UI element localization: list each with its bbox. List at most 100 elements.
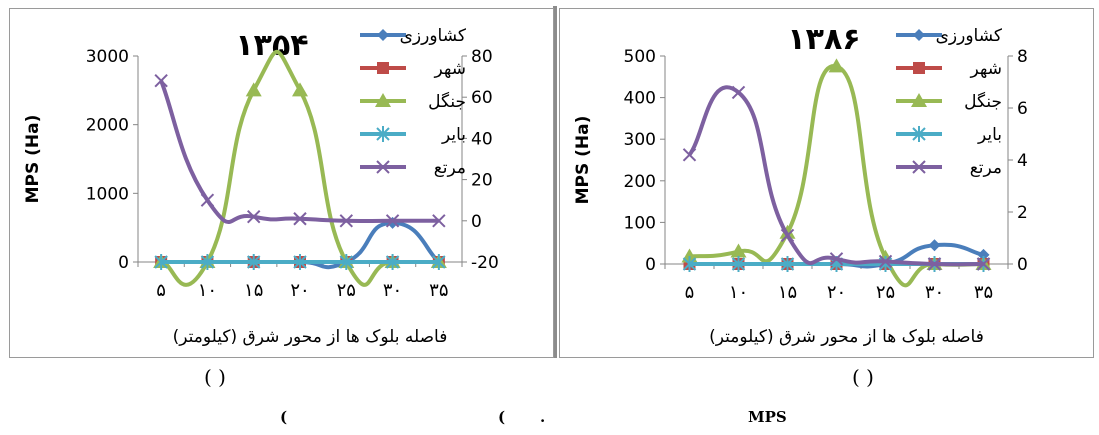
legend-swatch-marker xyxy=(376,126,390,142)
caption-mps: MPS xyxy=(748,408,787,426)
data-point-series-3 xyxy=(293,254,307,270)
data-point-series-4 xyxy=(780,228,795,243)
y-tick-label-left: 100 xyxy=(624,213,656,233)
y-tick-label-right: 6 xyxy=(1017,99,1028,119)
chart-1386: 0 100 200 300 400 500 0 2 4 6 8 ۵ ۱۰ ۱۵ ۲۰ ۲۵ ۳۰ ۳۵ MPS (H… xyxy=(573,22,1028,347)
data-point-series-4 xyxy=(293,212,307,226)
x-tick-label: ۲۵ xyxy=(337,280,356,301)
data-point-series-4-stroke xyxy=(385,214,400,228)
x-tick-label: ۲۰ xyxy=(290,280,309,301)
data-point-series-4 xyxy=(154,74,168,88)
panel-divider xyxy=(553,6,557,358)
data-point-series-4 xyxy=(976,257,991,271)
y-tick-label-left: 3000 xyxy=(86,47,129,67)
data-point-series-4-stroke xyxy=(731,85,746,100)
data-point-series-4 xyxy=(432,214,446,228)
legend-swatch-marker xyxy=(375,93,391,107)
legend-entry-label: جنگل xyxy=(428,91,466,112)
y-tick-label-right: 0 xyxy=(471,212,482,232)
x-tick-label: ۵ xyxy=(685,282,695,303)
data-point-series-3 xyxy=(154,254,168,270)
legend-swatch-marker xyxy=(376,160,390,174)
x-tick-label: ۳۵ xyxy=(429,280,448,301)
right-chart-label: ( ) xyxy=(852,365,874,389)
y-tick-label-right: 0 xyxy=(1017,255,1028,275)
data-point-series-4 xyxy=(385,214,400,228)
chart-title: ۱۳۸۶ xyxy=(787,22,860,57)
y-tick-label-left: 1000 xyxy=(86,184,129,204)
x-tick-label: ۳۰ xyxy=(925,282,944,303)
legend-entry-label: بایر xyxy=(441,125,466,145)
data-point-series-2 xyxy=(828,58,845,73)
y-tick-label-right: 60 xyxy=(471,88,493,108)
data-point-series-4-stroke xyxy=(293,212,307,226)
data-point-series-2 xyxy=(730,243,747,258)
y-tick-label-left: 200 xyxy=(624,172,656,192)
data-point-series-4 xyxy=(247,209,261,224)
caption-left-paren: ( xyxy=(280,408,288,426)
legend-swatch-marker xyxy=(911,93,927,107)
data-point-series-3 xyxy=(247,254,261,270)
legend-entry-label: شهر xyxy=(434,59,466,79)
series-line-4 xyxy=(159,79,439,224)
y-tick-label-left: 2000 xyxy=(86,116,129,136)
caption-middle-paren: ( xyxy=(498,408,506,426)
data-point-series-4-stroke xyxy=(927,257,942,271)
data-point-series-4-stroke xyxy=(878,254,893,269)
x-tick-label: ۲۰ xyxy=(827,282,846,303)
data-point-series-3 xyxy=(432,254,446,270)
y-tick-label-right: -20 xyxy=(471,253,499,273)
data-point-series-4 xyxy=(200,193,215,207)
data-point-series-4 xyxy=(927,257,942,271)
data-point-series-4-stroke xyxy=(200,193,215,207)
x-axis-title: فاصله بلوک ها از محور شرق (کیلومتر) xyxy=(709,327,984,347)
y-tick-label-right: 80 xyxy=(471,47,493,67)
y-tick-label-right: 2 xyxy=(1017,203,1028,223)
data-point-series-3 xyxy=(731,256,746,272)
data-point-series-4 xyxy=(829,252,844,266)
series-line-4 xyxy=(687,85,984,267)
chart-1354: 0 1000 2000 3000 -20 0 20 40 60 80 ۵ ۱۰ ۱۵ ۲۰ ۲۵ ۳۰ ۳۵ MP… xyxy=(23,26,499,347)
x-tick-label: ۱۰ xyxy=(729,282,748,303)
chart-panel-1354: 0 1000 2000 3000 -20 0 20 40 60 80 ۵ ۱۰ ۱۵ ۲۰ ۲۵ ۳۰ ۳۵ MP… xyxy=(9,8,554,358)
legend-swatch-marker-stroke xyxy=(376,160,390,174)
data-point-series-2 xyxy=(245,82,262,97)
y-tick-label-left: 0 xyxy=(118,253,129,273)
x-tick-label: ۳۵ xyxy=(974,282,993,303)
data-point-series-4-stroke xyxy=(976,257,991,271)
legend-entry-label: جنگل xyxy=(964,91,1002,112)
x-tick-label: ۵ xyxy=(156,280,166,301)
caption-dot: . xyxy=(540,408,546,426)
y-tick-label-right: 4 xyxy=(1017,151,1028,171)
data-point-series-3 xyxy=(780,256,795,272)
data-point-series-4-stroke xyxy=(432,214,446,228)
legend-swatch-marker xyxy=(377,62,389,74)
x-tick-label: ۳۰ xyxy=(383,280,402,301)
data-point-series-4 xyxy=(682,148,697,162)
data-point-series-4-stroke xyxy=(682,148,697,162)
data-point-series-4-stroke xyxy=(829,252,844,266)
legend-entry-label: بایر xyxy=(977,125,1002,145)
data-point-series-4 xyxy=(339,214,353,228)
y-tick-label-right: 8 xyxy=(1017,47,1028,67)
data-point-series-4 xyxy=(878,254,893,269)
y-tick-label-left: 300 xyxy=(624,130,656,150)
left-chart-label: ( ) xyxy=(204,365,226,389)
x-axis-title: فاصله بلوک ها از محور شرق (کیلومتر) xyxy=(173,327,448,347)
legend-entry-label: شهر xyxy=(970,59,1002,79)
y-tick-label-right: 20 xyxy=(471,171,493,191)
data-point-series-4-stroke xyxy=(339,214,353,228)
data-point-series-4-stroke xyxy=(154,74,168,88)
x-tick-label: ۱۵ xyxy=(778,282,797,303)
y-axis-title: MPS (Ha) xyxy=(23,115,43,204)
legend-entry-label: کشاورزی xyxy=(400,26,467,46)
legend-swatch-marker xyxy=(913,62,925,74)
data-point-series-3 xyxy=(682,256,697,272)
y-tick-label-right: 40 xyxy=(471,129,493,149)
data-point-series-3 xyxy=(200,254,215,270)
y-axis-title: MPS (Ha) xyxy=(573,116,593,205)
data-point-series-0 xyxy=(928,239,941,252)
legend-entry-label: مرتع xyxy=(434,158,466,178)
data-point-series-4-stroke xyxy=(247,209,261,224)
legend-swatch-marker xyxy=(377,29,389,41)
